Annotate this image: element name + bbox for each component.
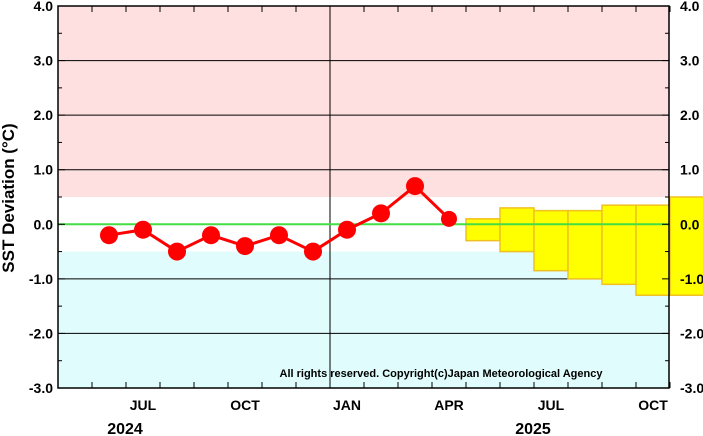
y-tick-label-right: -3.0 xyxy=(680,380,703,396)
y-tick-label-right: 4.0 xyxy=(680,0,700,14)
plot-frame xyxy=(57,5,671,389)
y-tick-label-right: 2.0 xyxy=(680,107,700,123)
x-tick-labels: JUL OCT JAN APR JUL OCT 2024 2025 xyxy=(107,397,668,436)
observed-point xyxy=(168,242,186,261)
y-tick-label-left: 4.0 xyxy=(34,0,54,14)
forecast-boxes xyxy=(465,196,703,296)
observed-point xyxy=(100,226,118,245)
y-tick-label-right: 3.0 xyxy=(680,53,700,69)
y-tick-label-left: 0.0 xyxy=(34,216,54,232)
y-tick-label-right: 0.0 xyxy=(680,216,700,232)
y-tick-label-right: 1.0 xyxy=(680,162,700,178)
observed-point xyxy=(134,220,152,239)
observed-point xyxy=(338,220,356,239)
observed-point xyxy=(202,226,220,245)
plot-border xyxy=(57,5,670,389)
forecast-box xyxy=(465,218,501,242)
y-tick-label-right: -1.0 xyxy=(680,271,703,287)
anomaly-bands xyxy=(58,6,669,388)
forecast-box xyxy=(669,196,703,296)
observed-point xyxy=(236,237,254,256)
x-tick-label: OCT xyxy=(638,397,668,413)
forecast-box xyxy=(567,209,603,280)
observed-point xyxy=(372,204,390,223)
x-tick-label: JUL xyxy=(130,397,157,413)
forecast-box xyxy=(635,204,671,296)
copyright-annotation: All rights reserved. Copyright(c)Japan M… xyxy=(280,368,604,380)
forecast-box xyxy=(499,207,535,253)
y-tick-label-right: -2.0 xyxy=(680,325,703,341)
y-tick-label-left: 1.0 xyxy=(34,162,54,178)
x-tick-label: APR xyxy=(434,397,464,413)
year-label: 2024 xyxy=(107,421,143,436)
forecast-box xyxy=(533,209,569,272)
y-tick-label-left: -1.0 xyxy=(29,271,53,287)
warm-band xyxy=(58,6,669,197)
observed-point xyxy=(304,242,322,261)
observed-point xyxy=(270,226,288,245)
x-tick-label: OCT xyxy=(230,397,260,413)
y-tick-label-left: -3.0 xyxy=(29,380,53,396)
year-label: 2025 xyxy=(515,421,551,436)
cold-band xyxy=(58,251,669,388)
y-tick-label-left: 3.0 xyxy=(34,53,54,69)
observed-series xyxy=(100,177,457,261)
y-axis-label: SST Deviation (°C) xyxy=(0,123,18,272)
observed-point xyxy=(441,210,457,227)
x-tick-label: JUL xyxy=(538,397,565,413)
observed-point xyxy=(406,177,424,196)
y-tick-label-left: -2.0 xyxy=(29,325,53,341)
y-tick-label-left: 2.0 xyxy=(34,107,54,123)
forecast-box xyxy=(601,204,637,286)
y-tick-labels: 4.0 4.0 3.0 3.0 2.0 2.0 1.0 1.0 0.0 0.0 -1.0 -1.0 -2… xyxy=(29,0,703,396)
x-tick-label: JAN xyxy=(333,397,361,413)
